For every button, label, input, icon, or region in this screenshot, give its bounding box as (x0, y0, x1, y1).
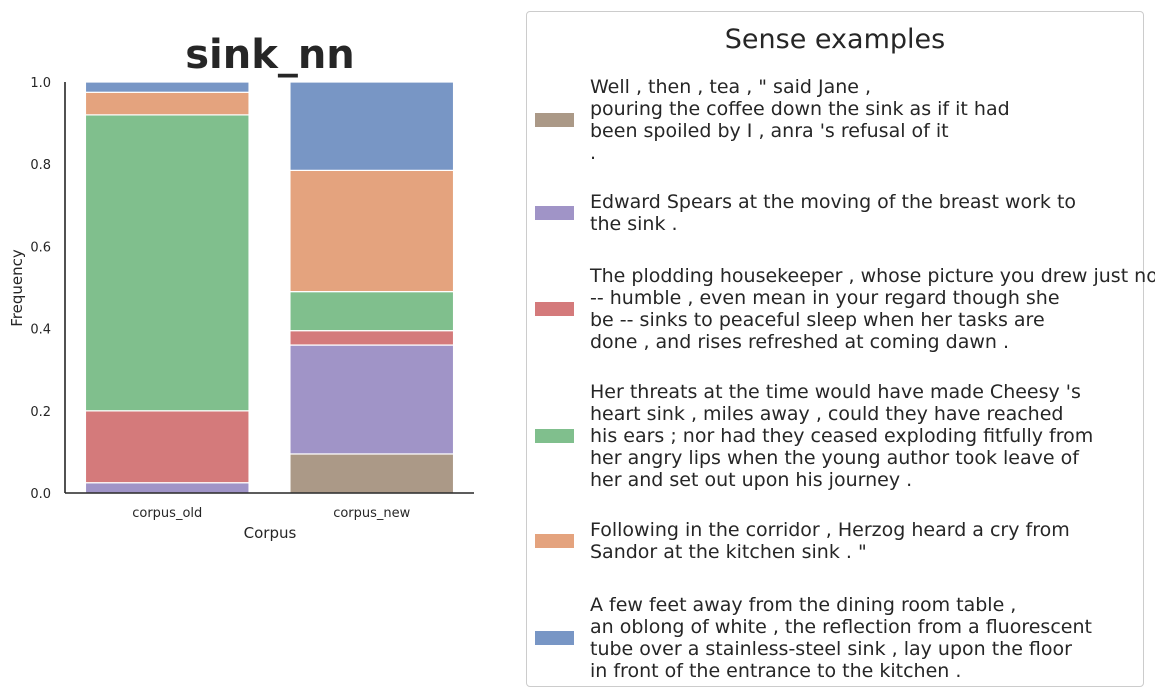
bar-segment (289, 453, 455, 494)
y-tick-label: 0.8 (30, 158, 51, 173)
legend-text: A few feet away from the dining room tab… (590, 594, 1150, 682)
legend-line: Following in the corridor , Herzog heard… (590, 519, 1070, 541)
legend-swatch (535, 534, 574, 548)
bar-segment (289, 344, 455, 455)
bar-segment (289, 291, 455, 332)
legend-line: The plodding housekeeper , whose picture… (590, 265, 1155, 287)
legend-line: Sandor at the kitchen sink . " (590, 541, 867, 563)
legend-line: in front of the entrance to the kitchen … (590, 660, 962, 682)
legend-line: . (590, 142, 597, 164)
y-tick-label: 0.4 (30, 323, 51, 338)
bar-segment (289, 81, 455, 171)
bar-segment (84, 410, 250, 484)
y-tick-label: 0.0 (30, 487, 51, 502)
legend-swatch (535, 429, 574, 443)
legend-swatch (535, 631, 574, 645)
legend-line: her angry lips when the young author too… (590, 447, 1079, 469)
bar-segment (289, 330, 455, 346)
y-tick-label: 0.6 (30, 240, 51, 255)
bar-segment (84, 482, 250, 494)
legend-line: pouring the coffee down the sink as if i… (590, 98, 1010, 120)
legend-text: Following in the corridor , Herzog heard… (590, 519, 1150, 563)
legend-line: his ears ; nor had they ceased exploding… (590, 425, 1094, 447)
bars-layer (84, 81, 455, 494)
x-axis-ticks: corpus_old corpus_new (132, 506, 410, 521)
legend-line: an oblong of white , the reflection from… (590, 616, 1092, 638)
legend-title: Sense examples (724, 24, 946, 55)
legend-line: her and set out upon his journey . (590, 469, 913, 491)
bar-segment (84, 114, 250, 412)
legend: Sense examples Well , then , tea , " sai… (526, 11, 1155, 687)
chart-title: sink_nn (185, 32, 355, 78)
legend-line: A few feet away from the dining room tab… (590, 594, 1017, 616)
y-tick-label: 1.0 (30, 76, 51, 91)
x-tick-label: corpus_new (333, 506, 410, 521)
bar-segment (84, 91, 250, 116)
legend-line: heart sink , miles away , could they hav… (590, 403, 1064, 425)
legend-text: Her threats at the time would have made … (590, 381, 1150, 491)
legend-line: tube over a stainless-steel sink , lay u… (590, 638, 1072, 660)
y-axis-label: Frequency (8, 249, 26, 327)
x-axis-label: Corpus (244, 524, 297, 542)
x-tick-label: corpus_old (132, 506, 202, 521)
legend-text: Well , then , tea , " said Jane , pouring… (590, 76, 1150, 164)
legend-line: be -- sinks to peaceful sleep when her t… (590, 309, 1045, 331)
legend-line: done , and rises refreshed at coming daw… (590, 331, 1010, 353)
legend-swatch (535, 302, 574, 316)
legend-line: Well , then , tea , " said Jane , (590, 76, 872, 98)
legend-swatch (535, 113, 574, 127)
legend-swatch (535, 206, 574, 220)
legend-text: Edward Spears at the moving of the breas… (590, 191, 1150, 235)
legend-text: The plodding housekeeper , whose picture… (590, 265, 1155, 353)
y-tick-label: 0.2 (30, 405, 51, 420)
legend-line: Edward Spears at the moving of the breas… (590, 191, 1077, 213)
legend-line: the sink . (590, 213, 678, 235)
legend-line: been spoiled by I , anra 's refusal of i… (590, 120, 949, 142)
legend-line: Her threats at the time would have made … (590, 381, 1081, 403)
legend-line: -- humble , even mean in your regard tho… (590, 287, 1060, 309)
y-axis-ticks: 0.0 0.2 0.4 0.6 0.8 1.0 (30, 76, 51, 502)
bar-segment (289, 169, 455, 293)
bar-segment (84, 81, 250, 93)
